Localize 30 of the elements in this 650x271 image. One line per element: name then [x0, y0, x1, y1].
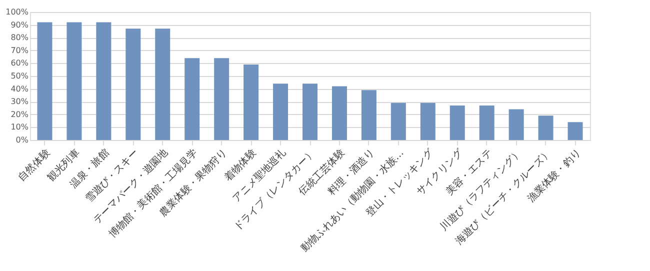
- bar: [37, 22, 52, 140]
- bar: [450, 105, 465, 140]
- bar: [420, 102, 436, 140]
- y-tick-label: 60%: [10, 58, 29, 68]
- bar: [568, 122, 583, 140]
- bar: [332, 86, 347, 140]
- bar: [273, 84, 288, 140]
- y-tick-label: 80%: [10, 33, 29, 42]
- y-tick-label: 40%: [10, 84, 29, 94]
- y-tick-label: 10%: [10, 122, 29, 132]
- bar: [66, 22, 82, 140]
- y-tick-label: 20%: [10, 110, 29, 119]
- y-tick-label: 30%: [10, 97, 29, 106]
- bar: [390, 102, 406, 140]
- y-tick-label: 50%: [10, 72, 29, 80]
- bar: [361, 90, 376, 140]
- bar: [96, 22, 112, 140]
- bar: [155, 28, 170, 140]
- y-tick-label: 0%: [16, 136, 29, 144]
- bar: [214, 58, 230, 140]
- bar: [184, 58, 200, 140]
- y-tick-label: 70%: [10, 46, 29, 55]
- bar: [508, 109, 524, 140]
- bar: [126, 28, 141, 140]
- y-tick-label: 100%: [6, 8, 29, 16]
- y-tick-label: 90%: [10, 20, 29, 30]
- bar: [479, 105, 494, 140]
- bar: [302, 84, 318, 140]
- bar: [244, 64, 259, 140]
- bar: [538, 116, 554, 140]
